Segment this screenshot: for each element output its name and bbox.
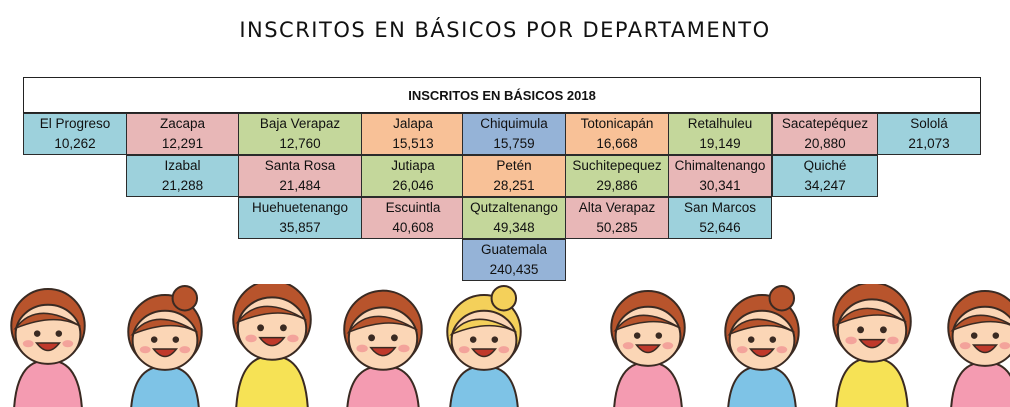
department-cell: San Marcos 52,646 [668, 197, 772, 239]
department-value: 19,149 [699, 136, 741, 151]
department-name: Escuintla [385, 200, 441, 215]
department-value: 29,886 [596, 178, 638, 193]
department-cell: Zacapa 12,291 [126, 113, 239, 155]
department-value: 35,857 [279, 220, 321, 235]
page-title: INSCRITOS EN BÁSICOS POR DEPARTAMENTO [239, 18, 771, 42]
department-name: Sololá [910, 116, 948, 131]
department-cell: El Progreso 10,262 [23, 113, 127, 155]
department-value: 16,668 [596, 136, 638, 151]
department-value: 30,341 [699, 178, 741, 193]
department-cell: Suchitepequez 29,886 [565, 155, 669, 197]
department-name: Santa Rosa [264, 158, 336, 173]
department-name: Izabal [164, 158, 201, 173]
child-figure [127, 284, 203, 407]
department-name: Zacapa [159, 116, 206, 131]
department-cell: Escuintla 40,608 [361, 197, 465, 239]
department-name: Alta Verapaz [578, 200, 656, 215]
department-table: INSCRITOS EN BÁSICOS 2018 El Progreso 10,… [23, 77, 981, 281]
department-cell: Jutiapa 26,046 [361, 155, 465, 197]
department-name: Guatemala [480, 242, 548, 257]
child-figure [10, 287, 86, 407]
child-figure [610, 289, 686, 407]
department-name: San Marcos [683, 200, 757, 215]
department-name: Petén [496, 158, 532, 173]
child-figure [724, 284, 800, 407]
department-value: 15,759 [493, 136, 535, 151]
department-name: Huehuetenango [251, 200, 349, 215]
table-header: INSCRITOS EN BÁSICOS 2018 [23, 77, 981, 113]
department-name: Quiché [803, 158, 847, 173]
department-cell: Qutzaltenango 49,348 [462, 197, 566, 239]
department-value: 26,046 [392, 178, 434, 193]
department-cell: Chiquimula 15,759 [462, 113, 566, 155]
department-cell: Sololá 21,073 [877, 113, 981, 155]
department-value: 20,880 [804, 136, 846, 151]
department-value: 21,484 [279, 178, 321, 193]
department-name: Jalapa [393, 116, 433, 131]
department-cell: Chimaltenango 30,341 [668, 155, 772, 197]
department-cell: Petén 28,251 [462, 155, 566, 197]
cartoon-children-icon [10, 284, 1010, 407]
department-value: 10,262 [54, 136, 96, 151]
department-cell: Izabal 21,288 [126, 155, 239, 197]
department-cell: Retalhuleu 19,149 [668, 113, 772, 155]
department-name: Chimaltenango [674, 158, 766, 173]
child-figure [947, 289, 1010, 407]
department-value: 15,513 [392, 136, 434, 151]
department-cell: Baja Verapaz 12,760 [238, 113, 362, 155]
child-figure [832, 284, 912, 407]
department-cell: Sacatepéquez 20,880 [772, 113, 878, 155]
department-name: Chiquimula [480, 116, 548, 131]
department-value: 49,348 [493, 220, 535, 235]
department-name: Baja Verapaz [259, 116, 341, 131]
department-value: 12,291 [161, 136, 204, 151]
department-name: Suchitepequez [572, 158, 662, 173]
department-value: 52,646 [699, 220, 741, 235]
department-value: 40,608 [392, 220, 434, 235]
department-value: 21,288 [161, 178, 204, 193]
department-cell: Totonicapán 16,668 [565, 113, 669, 155]
department-value: 12,760 [279, 136, 321, 151]
department-cell: Santa Rosa 21,484 [238, 155, 362, 197]
department-name: Retalhuleu [687, 116, 753, 131]
department-value: 21,073 [908, 136, 950, 151]
department-cell: Alta Verapaz 50,285 [565, 197, 669, 239]
department-name: Sacatepéquez [781, 116, 869, 131]
department-name: Totonicapán [580, 116, 654, 131]
child-figure [232, 284, 312, 407]
department-cell: Huehuetenango 35,857 [238, 197, 362, 239]
department-value: 28,251 [493, 178, 535, 193]
child-figure [446, 284, 522, 407]
department-name: Qutzaltenango [470, 200, 558, 215]
department-name: El Progreso [39, 116, 111, 131]
child-figure [343, 289, 423, 407]
department-value: 50,285 [596, 220, 638, 235]
department-cell: Quiché 34,247 [772, 155, 878, 197]
department-value: 34,247 [804, 178, 846, 193]
department-value: 240,435 [489, 262, 539, 277]
department-cell: Guatemala 240,435 [462, 239, 566, 281]
department-cell: Jalapa 15,513 [361, 113, 465, 155]
department-name: Jutiapa [391, 158, 435, 173]
